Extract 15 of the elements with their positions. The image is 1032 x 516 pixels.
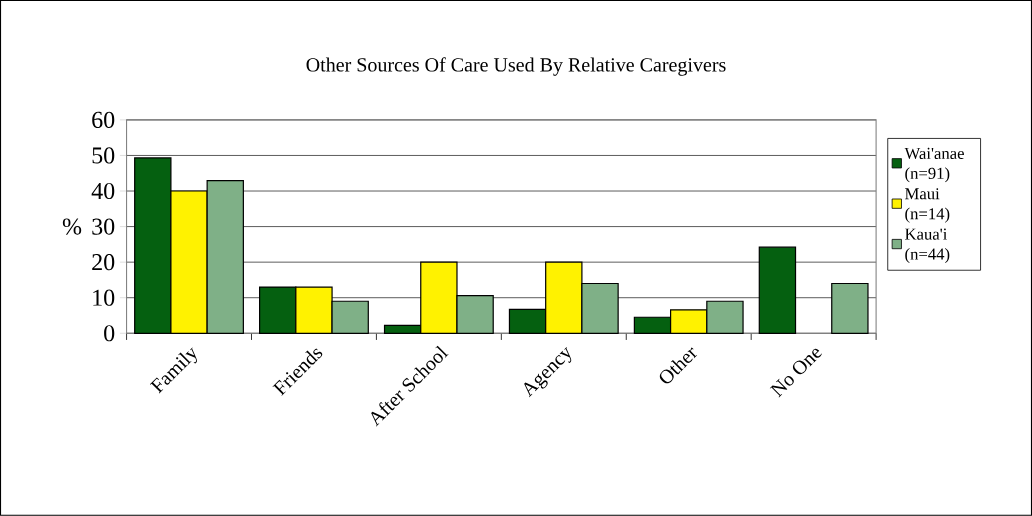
y-tick-label: 30 xyxy=(92,218,115,235)
legend-label: Maui (n=14) xyxy=(905,188,950,223)
bar xyxy=(831,282,869,334)
x-tick-label: No One xyxy=(769,348,822,398)
chart-title: Other Sources Of Care Used By Relative Caregivers xyxy=(306,57,726,76)
legend-label: Wai'anae (n=91) xyxy=(904,147,964,183)
y-tick-label: 60 xyxy=(92,111,115,129)
y-tick-label: 0 xyxy=(104,325,115,342)
y-axis-title: % xyxy=(62,218,82,235)
y-tick-label: 20 xyxy=(92,254,115,271)
legend-label: Kaua'i (n=44) xyxy=(905,228,950,264)
y-tick-label: 40 xyxy=(91,182,115,200)
y-tick-label: 10 xyxy=(93,289,115,306)
bar xyxy=(758,246,797,334)
y-tick-label: 50 xyxy=(92,147,115,164)
